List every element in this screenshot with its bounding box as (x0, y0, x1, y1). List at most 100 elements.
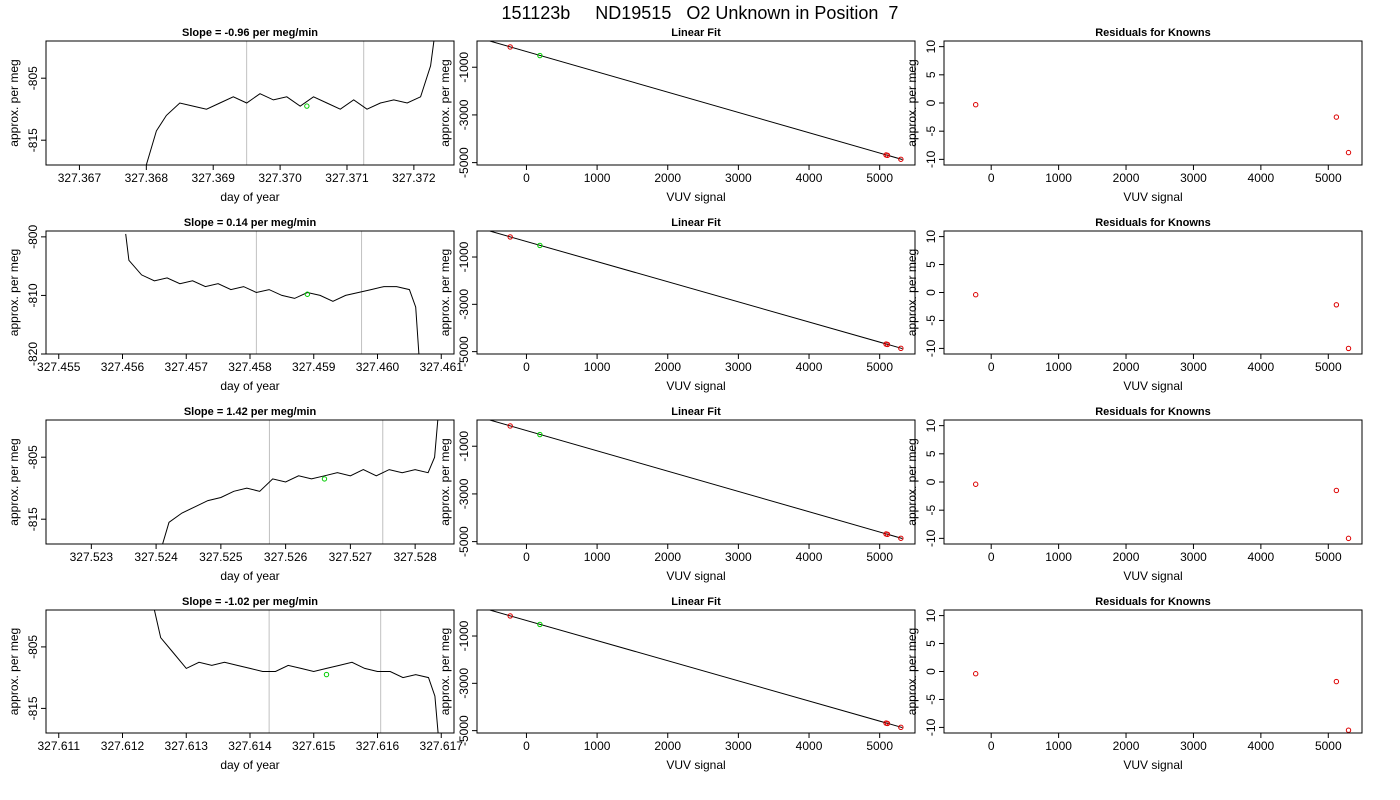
panel-1-3-y-tick-label-0: 10 (924, 40, 938, 54)
panel-2-1-y-tick-label-2: -820 (26, 342, 40, 366)
panel-3-2-y-tick-label-1: -3000 (457, 478, 471, 509)
panel-4-2-frame (476, 609, 916, 734)
panel-4-2-known-point-0 (507, 613, 513, 619)
panel-3-3-title: Residuals for Knowns (1095, 406, 1211, 418)
panel-4-2-known-point-3 (898, 724, 904, 731)
panel-2-1-x-tick-label-0: 327.455 (37, 360, 81, 374)
panel-4-2-y-axis-label: approx. per meg (438, 628, 452, 715)
panel-3-3-x-tick-label-4: 4000 (1248, 550, 1275, 564)
panel-1-1-y-axis-label: approx. per meg (7, 59, 21, 146)
panel-4-2-fit-line (489, 610, 903, 729)
panel-3-1-y-axis-label: approx. per meg (7, 438, 21, 525)
panel-2-1-y-tick-label-1: -810 (26, 283, 40, 307)
panel-1-3-frame (943, 40, 1363, 166)
panel-1-2-known-point-3 (898, 156, 904, 162)
panel-4-1-x-tick-label-0: 327.611 (38, 739, 81, 753)
panel-4-2-x-tick-label-5: 5000 (866, 739, 893, 753)
panel-1-1-y-tick-label-0: -805 (26, 66, 40, 90)
panel-3-2-x-tick-label-0: 0 (523, 550, 530, 564)
panel-3-1-x-axis-label: day of year (220, 569, 279, 583)
panel-2-3-frame (943, 230, 1363, 355)
panel-3-3-x-tick-label-3: 3000 (1180, 550, 1207, 564)
panel-1-2-x-axis-label: VUV signal (666, 190, 725, 204)
panel-4-1-x-tick-label-4: 327.615 (292, 739, 336, 753)
panel-1-3-x-tick-label-5: 5000 (1315, 171, 1342, 185)
panel-4-2-y-tick-label-2: -5000 (457, 715, 471, 746)
panel-4-3-x-tick-label-2: 2000 (1113, 739, 1140, 753)
panel-4-1-frame (45, 609, 455, 734)
panel-4-1-x-tick-label-6: 327.617 (420, 739, 464, 753)
panel-1-3-point-1 (1333, 114, 1340, 120)
panel-3-1-y-tick-label-1: -815 (26, 507, 40, 531)
panel-2-3-x-tick-label-2: 2000 (1113, 360, 1140, 374)
panel-3-2-known-point-2 (884, 531, 891, 538)
panel-1-1-title: Slope = -0.96 per meg/min (182, 27, 318, 39)
panel-2-2-y-tick-label-1: -3000 (457, 289, 471, 320)
panel-3-2-unknown-point-0 (537, 431, 543, 438)
panel-1-3-title: Residuals for Knowns (1095, 27, 1211, 39)
panel-2-3-point-1 (1333, 302, 1340, 308)
panel-3-1-title: Slope = 1.42 per meg/min (184, 406, 317, 418)
panel-2-1-y-tick-label-0: -800 (26, 225, 40, 249)
panel-3-1-series-0 (162, 420, 439, 544)
panel-2-2-x-tick-label-2: 2000 (654, 360, 681, 374)
panel-2-1-y-axis-label: approx. per meg (7, 249, 21, 336)
panel-3-1-x-tick-label-0: 327.523 (70, 550, 114, 564)
panel-2-3-point-0 (972, 292, 979, 298)
panel-4-3-x-tick-label-3: 3000 (1180, 739, 1207, 753)
panel-1-1-frame (45, 40, 455, 166)
panel-3-3-x-tick-label-0: 0 (988, 550, 995, 564)
panel-3-2-y-tick-label-2: -5000 (457, 526, 471, 557)
panel-4-2-y-tick-label-0: -1000 (457, 620, 471, 651)
panel-3-2-y-tick-label-0: -1000 (457, 431, 471, 462)
panel-2-3-y-tick-label-2: 0 (924, 289, 938, 296)
panel-2-3-x-axis-label: VUV signal (1123, 379, 1182, 393)
panel-3-2-known-point-3 (898, 535, 904, 541)
panel-4-2-known-point-2 (884, 720, 891, 727)
panel-1-2-known-point-0 (507, 44, 513, 50)
panel-1-3-x-tick-label-4: 4000 (1248, 171, 1275, 185)
panel-2-3-x-tick-label-1: 1000 (1045, 360, 1072, 374)
panel-2-2-x-tick-label-0: 0 (523, 360, 530, 374)
panel-3-2-x-tick-label-3: 3000 (725, 550, 752, 564)
panel-2-2-x-tick-label-5: 5000 (866, 360, 893, 374)
panel-4-3-x-tick-label-4: 4000 (1248, 739, 1275, 753)
panel-3-2-fit-line (489, 420, 903, 539)
panel-4-3-x-axis-label: VUV signal (1123, 758, 1182, 772)
panel-3-1-point-0 (321, 476, 328, 482)
panel-4-2-x-tick-label-2: 2000 (654, 739, 681, 753)
panel-2-1-x-tick-label-1: 327.456 (101, 360, 145, 374)
panel-1-2-y-tick-label-2: -5000 (457, 147, 471, 178)
panel-1-3-x-tick-label-1: 1000 (1045, 171, 1072, 185)
panel-3-2-x-tick-label-2: 2000 (654, 550, 681, 564)
panel-3-2-x-tick-label-1: 1000 (584, 550, 611, 564)
panel-2-2-known-point-3 (898, 345, 904, 352)
panel-4-1-y-tick-label-0: -805 (26, 635, 40, 659)
panel-4-2-x-tick-label-1: 1000 (584, 739, 611, 753)
panel-2-2-frame (476, 230, 916, 355)
panel-2-2-known-point-2 (884, 341, 891, 348)
panel-3-1-x-tick-label-1: 327.524 (134, 550, 178, 564)
panel-4-3-y-tick-label-3: -5 (924, 694, 938, 705)
panel-1-2-x-tick-label-0: 0 (523, 171, 530, 185)
panel-2-2-x-tick-label-1: 1000 (584, 360, 611, 374)
panel-4-1-series-0 (153, 610, 439, 733)
panel-4-3-point-1 (1333, 678, 1340, 685)
panel-4-2-x-tick-label-3: 3000 (725, 739, 752, 753)
panel-2-2-x-axis-label: VUV signal (666, 379, 725, 393)
panel-2-1-x-tick-label-4: 327.459 (292, 360, 336, 374)
panel-2-2-unknown-point-0 (537, 242, 543, 249)
panel-3-3-y-axis-label: approx. per meg (905, 438, 919, 525)
panel-1-2-y-tick-label-0: -1000 (457, 52, 471, 83)
panel-1-2-x-tick-label-4: 4000 (796, 171, 823, 185)
panel-1-2-unknown-point-0 (537, 52, 543, 59)
panel-1-1-x-tick-label-2: 327.369 (192, 171, 236, 185)
panel-4-3-y-axis-label: approx. per meg (905, 628, 919, 715)
panel-3-3-y-tick-label-0: 10 (924, 419, 938, 433)
panel-1-3-y-tick-label-1: 5 (924, 71, 938, 78)
panel-3-2-y-axis-label: approx. per meg (438, 438, 452, 525)
panel-4-3-frame (943, 609, 1363, 734)
panel-2-1-x-tick-label-3: 327.458 (228, 360, 272, 374)
panel-3-1-x-tick-label-5: 327.528 (393, 550, 437, 564)
panel-1-2-x-tick-label-2: 2000 (654, 171, 681, 185)
